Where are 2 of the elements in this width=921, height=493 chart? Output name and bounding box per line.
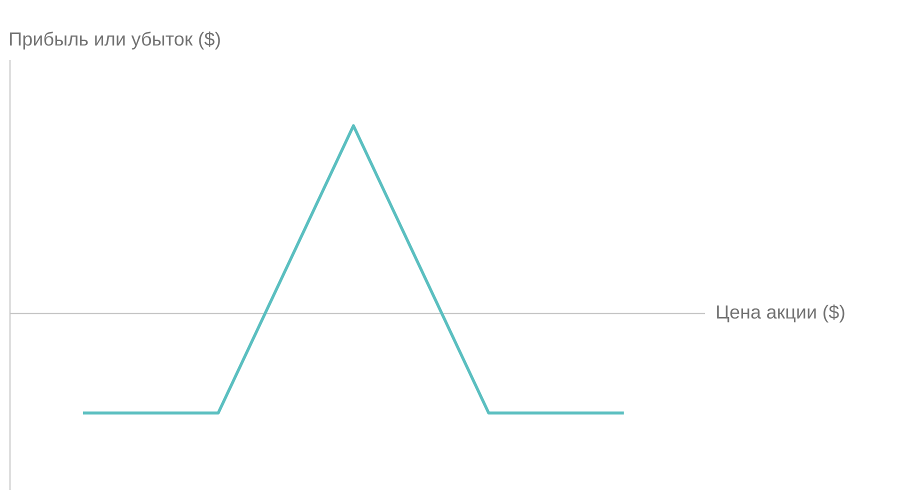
x-axis-title: Цена акции ($) (717, 304, 844, 322)
y-axis-title: Прибыль или убыток ($) (10, 32, 220, 50)
